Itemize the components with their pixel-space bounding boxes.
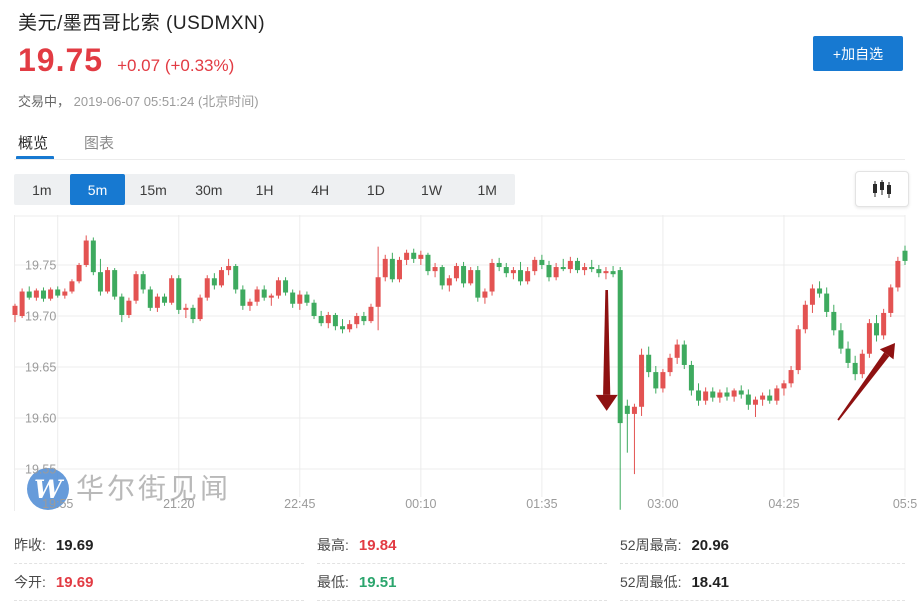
stat-low: 最低: 19.51 bbox=[317, 564, 607, 601]
candlestick-chart-icon bbox=[873, 180, 891, 198]
svg-text:05:5: 05:5 bbox=[893, 497, 917, 511]
tab-overview[interactable]: 概览 bbox=[18, 135, 49, 152]
stat-52w-low-value: 18.41 bbox=[691, 573, 730, 591]
price-change: +0.07 (+0.33%) bbox=[117, 56, 235, 75]
svg-text:19.55: 19.55 bbox=[25, 463, 56, 477]
stat-52w-high-label: 52周最高: bbox=[620, 537, 682, 553]
price-chart[interactable]: W 华尔街见闻 19.75 19.70 19.65 19.60 19.55 19:55 21:2… bbox=[0, 215, 918, 515]
svg-text:01:35: 01:35 bbox=[526, 497, 557, 511]
active-tab-underline bbox=[16, 156, 54, 160]
status-timestamp: 2019-06-07 05:51:24 (北京时间) bbox=[73, 94, 259, 109]
interval-selector: 1m 5m 15m 30m 1H 4H 1D 1W 1M bbox=[14, 174, 515, 205]
svg-text:03:00: 03:00 bbox=[647, 497, 678, 511]
tab-separator bbox=[14, 159, 905, 160]
trading-status: 交易中， bbox=[18, 94, 71, 109]
stat-open-value: 19.69 bbox=[55, 573, 94, 591]
interval-4h[interactable]: 4H bbox=[311, 181, 330, 198]
interval-1m-month[interactable]: 1M bbox=[477, 181, 497, 198]
stat-52w-low-label: 52周最低: bbox=[620, 574, 682, 590]
svg-text:19.75: 19.75 bbox=[25, 259, 56, 273]
chart-type-button[interactable] bbox=[855, 171, 909, 207]
stat-high-label: 最高: bbox=[317, 537, 349, 553]
stat-52w-high-value: 20.96 bbox=[691, 536, 730, 554]
svg-text:04:25: 04:25 bbox=[768, 497, 799, 511]
interval-30m[interactable]: 30m bbox=[195, 181, 223, 198]
interval-5m[interactable]: 5m bbox=[69, 174, 126, 205]
interval-1h[interactable]: 1H bbox=[255, 181, 274, 198]
interval-1w[interactable]: 1W bbox=[421, 181, 443, 198]
price-block: 19.75 +0.07 (+0.33%) bbox=[18, 42, 234, 79]
stat-high: 最高: 19.84 bbox=[317, 527, 607, 564]
svg-text:21:20: 21:20 bbox=[163, 497, 194, 511]
candlestick-chart-canvas[interactable]: W 华尔街见闻 19.75 19.70 19.65 19.60 19.55 19:55 21:2… bbox=[0, 215, 918, 515]
view-tabs: 概览 图表 bbox=[18, 132, 114, 164]
stat-low-label: 最低: bbox=[317, 574, 349, 590]
trading-status-row: 交易中， 2019-06-07 05:51:24 (北京时间) bbox=[18, 91, 259, 110]
svg-text:W: W bbox=[34, 475, 65, 504]
stat-prev-close-label: 昨收: bbox=[14, 537, 46, 553]
interval-15m[interactable]: 15m bbox=[139, 181, 167, 198]
stat-prev-close-value: 19.69 bbox=[55, 536, 94, 554]
interval-1m[interactable]: 1m bbox=[32, 181, 52, 198]
current-price: 19.75 bbox=[18, 42, 104, 78]
stat-prev-close: 昨收: 19.69 bbox=[14, 527, 304, 564]
stat-open: 今开: 19.69 bbox=[14, 564, 304, 601]
svg-text:19.70: 19.70 bbox=[25, 310, 56, 324]
svg-text:22:45: 22:45 bbox=[284, 497, 315, 511]
stat-52w-low: 52周最低: 18.41 bbox=[620, 564, 905, 601]
svg-text:19:55: 19:55 bbox=[42, 497, 73, 511]
stat-low-value: 19.51 bbox=[358, 573, 397, 591]
svg-text:19.65: 19.65 bbox=[25, 361, 56, 375]
stat-52w-high: 52周最高: 20.96 bbox=[620, 527, 905, 564]
add-watchlist-button[interactable]: +加自选 bbox=[813, 36, 903, 71]
interval-1d[interactable]: 1D bbox=[366, 181, 385, 198]
stat-high-value: 19.84 bbox=[358, 536, 397, 554]
svg-text:19.60: 19.60 bbox=[25, 412, 56, 426]
stat-open-label: 今开: bbox=[14, 574, 46, 590]
stats-grid: 昨收: 19.69 最高: 19.84 52周最高: 20.96 今开: 19.… bbox=[14, 527, 905, 601]
tab-chart[interactable]: 图表 bbox=[84, 135, 115, 152]
svg-text:华尔街见闻: 华尔街见闻 bbox=[76, 472, 231, 505]
page-title: 美元/墨西哥比索 (USDMXN) bbox=[18, 13, 266, 34]
svg-text:00:10: 00:10 bbox=[405, 497, 436, 511]
